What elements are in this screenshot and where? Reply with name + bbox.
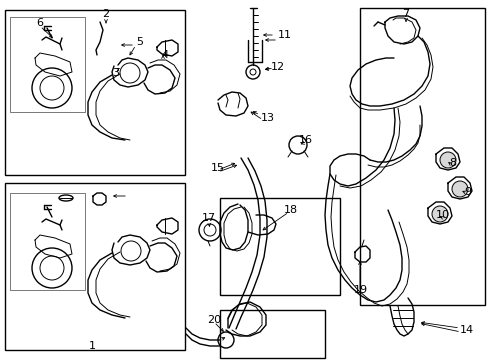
Bar (220, 310, 325, 358)
Text: 19: 19 (354, 285, 368, 295)
Text: 6: 6 (36, 18, 44, 28)
Circle shape (452, 181, 468, 197)
Text: 3: 3 (113, 68, 120, 78)
Bar (360, 8, 485, 305)
Text: 2: 2 (102, 9, 110, 19)
Text: 20: 20 (207, 315, 221, 325)
Text: 13: 13 (261, 113, 275, 123)
Text: 18: 18 (284, 205, 298, 215)
Text: 17: 17 (202, 213, 216, 223)
Text: 14: 14 (460, 325, 474, 335)
Bar (10, 17, 85, 112)
Text: 9: 9 (465, 187, 471, 197)
Bar (220, 198, 340, 295)
Circle shape (440, 152, 456, 168)
Text: 10: 10 (436, 210, 450, 220)
Text: 4: 4 (161, 50, 169, 60)
Text: 12: 12 (271, 62, 285, 72)
Bar (5, 10, 185, 175)
Text: 1: 1 (89, 341, 96, 351)
Circle shape (432, 206, 448, 222)
Text: 16: 16 (299, 135, 313, 145)
Text: 5: 5 (137, 37, 144, 47)
Text: 8: 8 (449, 158, 457, 168)
Bar (10, 193, 85, 290)
Text: 15: 15 (211, 163, 225, 173)
Bar (5, 183, 185, 350)
Text: 11: 11 (278, 30, 292, 40)
Text: 7: 7 (402, 9, 410, 19)
